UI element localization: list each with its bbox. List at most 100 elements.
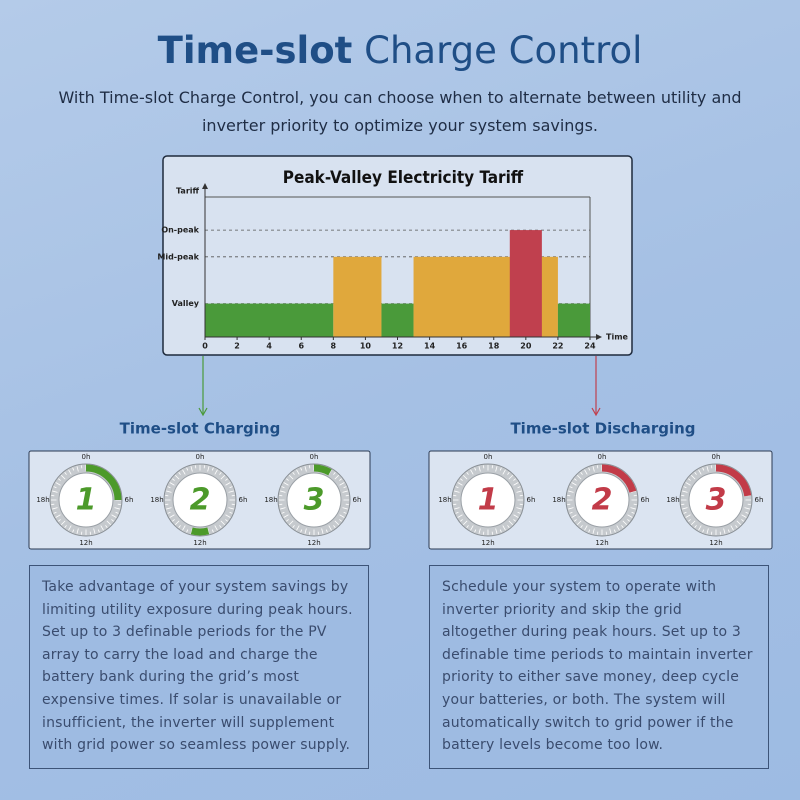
clock-tick — [741, 514, 747, 518]
clock-tick — [225, 519, 229, 522]
clock-tick — [466, 471, 469, 475]
x-tick-label: 20 — [520, 342, 532, 351]
clock-tick — [53, 511, 57, 514]
clock-tick — [459, 519, 463, 522]
clock-tick — [516, 507, 522, 510]
clock-hour-label: 18h — [264, 496, 277, 504]
clock-tick — [93, 528, 96, 534]
clock-tick — [571, 482, 577, 486]
x-tick-label: 18 — [488, 342, 500, 351]
clock-hour-label: 0h — [82, 453, 91, 461]
clock-tick — [474, 467, 477, 471]
clock-tick — [300, 529, 303, 533]
clock-face — [574, 472, 630, 528]
clock-tick — [592, 466, 595, 472]
clock-tick — [343, 486, 347, 489]
clock-tick — [517, 486, 521, 489]
x-tick-label: 4 — [266, 342, 272, 351]
clock-arc — [85, 464, 122, 501]
clock-tick — [57, 519, 61, 522]
clock-tick — [462, 474, 468, 480]
clock-tick — [517, 511, 521, 514]
clock-tick — [457, 514, 463, 518]
clock-hour-label: 6h — [125, 496, 134, 504]
clock-number: 3 — [706, 483, 727, 518]
section-heading: Time-slot Discharging — [510, 420, 695, 438]
clock-tick — [457, 482, 463, 486]
clock-tick — [167, 511, 171, 514]
clock-tick — [698, 469, 702, 475]
bar — [557, 303, 590, 337]
charging-text: Take advantage of your system savings by… — [29, 565, 369, 769]
clock-arc — [601, 464, 637, 493]
clock-hour-label: 6h — [755, 496, 764, 504]
clock-tick — [694, 525, 697, 529]
title-bold: Time-slot — [158, 29, 353, 72]
clock-tick — [207, 466, 210, 472]
clock-tick — [64, 471, 67, 475]
clock-arc — [190, 527, 210, 536]
clock-hour-label: 6h — [239, 496, 248, 504]
clock-tick — [214, 525, 218, 531]
chart-title: Peak-Valley Electricity Tariff — [283, 168, 524, 188]
y-axis-arrow — [202, 183, 208, 189]
clock-tick — [621, 525, 624, 529]
clock-tick — [288, 520, 294, 526]
clock-tick — [576, 474, 582, 480]
clock-tick — [584, 525, 588, 531]
clock-tick — [228, 507, 234, 510]
clock-tick — [459, 478, 463, 481]
clock-tick — [211, 467, 214, 471]
clock-tick — [174, 474, 180, 480]
clock-tick — [706, 528, 709, 534]
bar — [333, 256, 382, 337]
clock-tick — [166, 507, 172, 510]
clock-tick — [568, 490, 574, 493]
clock-tick — [683, 486, 687, 489]
clock-tick — [616, 525, 620, 531]
clock-tick — [470, 469, 474, 475]
clock-tick — [186, 467, 189, 471]
clock-tick — [178, 525, 181, 529]
clock-tick — [631, 511, 635, 514]
x-tick-label: 0 — [202, 342, 208, 351]
clock-tick — [225, 514, 231, 518]
clock-tick — [339, 514, 345, 518]
y-tick-label: Valley — [172, 299, 200, 308]
clock-tick — [698, 525, 702, 531]
clock-tick — [190, 466, 193, 472]
clock-tick — [169, 482, 175, 486]
x-tick-label: 22 — [552, 342, 563, 351]
clock-number: 2 — [592, 483, 613, 518]
clock-arc — [715, 464, 752, 497]
clock-tick — [569, 486, 573, 489]
clock-tick — [182, 525, 186, 531]
clock-tick — [454, 507, 460, 510]
clock-tick — [166, 490, 172, 493]
clock-tick — [106, 520, 112, 526]
clock-tick — [334, 520, 340, 526]
x-axis-label: Time — [606, 333, 629, 342]
clock-tick — [225, 478, 229, 481]
clock-tick — [214, 469, 218, 475]
x-axis-arrow — [596, 334, 602, 340]
clock-tick — [220, 474, 226, 480]
clock-tick — [280, 490, 286, 493]
clock-tick — [220, 520, 226, 526]
clock-tick — [219, 525, 222, 529]
clock-tick — [325, 529, 328, 533]
clock-tick — [281, 486, 285, 489]
arrow-head — [198, 407, 208, 417]
clock-tick — [502, 525, 506, 531]
clock-tick — [76, 528, 79, 534]
clock-tick — [52, 490, 58, 493]
clock-tick — [573, 519, 577, 522]
clock-tick — [339, 519, 343, 522]
clock-tick — [499, 529, 502, 533]
clock-tick — [507, 525, 510, 529]
clock-hour-label: 6h — [527, 496, 536, 504]
subtitle: With Time-slot Charge Control, you can c… — [58, 88, 742, 135]
clock-tick — [171, 519, 175, 522]
clock-tick — [296, 525, 300, 531]
